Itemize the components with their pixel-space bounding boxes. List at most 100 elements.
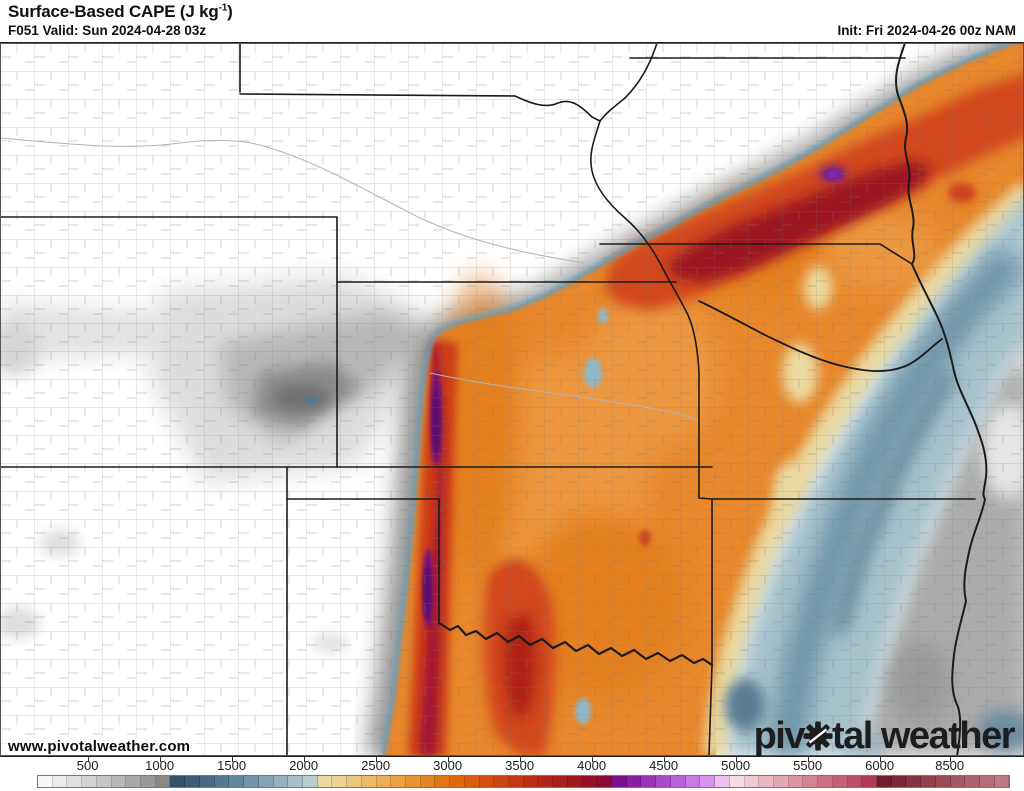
colorbar-swatch [656,776,671,787]
colorbar-swatch [553,776,568,787]
colorbar-label: 8500 [935,758,965,773]
colorbar-swatch [214,776,230,787]
map-header: Surface-Based CAPE (J kg-1) F051 Valid: … [0,0,1024,42]
colorbar-swatch [494,776,509,787]
colorbar-swatch [170,776,186,787]
colorbar-swatch [862,776,877,787]
colorbar-swatch [523,776,539,787]
colorbar-swatch [685,776,701,787]
colorbar-swatch [391,776,406,787]
colorbar-swatch [96,776,112,787]
colorbar-tick [231,757,233,762]
colorbar-swatch [155,776,171,787]
colorbar-swatch [744,776,760,787]
colorbar-swatch [450,776,465,787]
colorbar-label: 5500 [793,758,823,773]
colorbar-swatch [82,776,97,787]
watermark: www.pivotalweather.com [4,738,195,755]
colorbar-swatch [612,776,627,787]
colorbar-swatch [700,776,716,787]
colorbar-tick [375,757,377,762]
colorbar-swatch [773,776,789,787]
colorbar-swatch [38,776,53,787]
colorbar-swatch [229,776,245,787]
colorbar-swatch [832,776,848,787]
colorbar-tick [591,757,593,762]
colorbar-swatch [567,776,583,787]
colorbar-label: 2500 [361,758,391,773]
colorbar-swatch [788,776,804,787]
colorbar-swatch [641,776,657,787]
colorbar-swatch [317,776,333,787]
colorbar: 500 1000 1500 2000 2500 3000 3500 4000 4500 5000 5… [37,757,1010,791]
colorbar-tick [87,757,89,762]
colorbar-swatch [818,776,833,787]
colorbar-swatch [126,776,142,787]
colorbar-label: 1000 [145,758,175,773]
map-area: www.pivotalweather.com piv tal weather [0,42,1024,757]
colorbar-swatch [347,776,362,787]
colorbar-swatch [67,776,83,787]
colorbar-swatch [626,776,642,787]
colorbar-swatch [420,776,436,787]
cape-map [0,43,1024,756]
colorbar-swatch [935,776,951,787]
colorbar-tick [879,757,881,762]
colorbar-label: 2000 [289,758,319,773]
colorbar-tick [735,757,737,762]
colorbar-tick [303,757,305,762]
colorbar-swatch [288,776,303,787]
colorbar-label: 5000 [721,758,751,773]
init-time-label: Init: Fri 2024-04-26 00z NAM [837,23,1016,38]
colorbar-label: 4000 [577,758,607,773]
colorbar-swatch [538,776,554,787]
colorbar-tick [663,757,665,762]
state-borders [0,43,988,756]
page-title: Surface-Based CAPE (J kg-1) [8,2,233,21]
colorbar-swatch [244,776,259,787]
colorbar-swatch [361,776,377,787]
colorbar-swatch [273,776,289,787]
colorbar-swatch [965,776,980,787]
colorbar-swatch [670,776,686,787]
colorbar-swatch [950,776,966,787]
colorbar-swatch [302,776,318,787]
colorbar-swatch [847,776,863,787]
colorbar-swatch [582,776,598,787]
colorbar-swatch [435,776,451,787]
valid-time-label: F051 Valid: Sun 2024-04-28 03z [8,23,207,38]
colorbar-swatch [405,776,421,787]
colorbar-swatch [729,776,745,787]
colorbar-tick [807,757,809,762]
colorbar-swatch [332,776,348,787]
gear-icon [803,720,833,758]
colorbar-tick [949,757,951,762]
colorbar-swatch [597,776,613,787]
colorbar-swatch [921,776,936,787]
colorbar-swatch [906,776,922,787]
colorbar-label: 6000 [865,758,895,773]
colorbar-label: 4500 [649,758,679,773]
colorbar-label: 3500 [505,758,535,773]
colorbar-swatch [980,776,995,787]
colorbar-label: 3000 [433,758,463,773]
colorbar-swatch [759,776,774,787]
logo-text-piv: piv [753,715,806,757]
colorbar-tick [159,757,161,762]
colorbar-swatch [715,776,730,787]
colorbar-tick [519,757,521,762]
colorbar-swatch [376,776,392,787]
colorbar-swatch [52,776,68,787]
logo-text-tal-weather: tal weather [831,715,1016,757]
colorbar-swatch [185,776,200,787]
colorbar-swatch [258,776,274,787]
colorbar-swatch [891,776,907,787]
colorbar-swatch [994,776,1010,787]
colorbar-swatches [37,775,1010,788]
colorbar-swatch [876,776,892,787]
colorbar-swatch [803,776,819,787]
colorbar-swatch [141,776,156,787]
pivotal-weather-logo: piv tal weather [753,715,1016,758]
colorbar-label: 500 [76,758,99,773]
